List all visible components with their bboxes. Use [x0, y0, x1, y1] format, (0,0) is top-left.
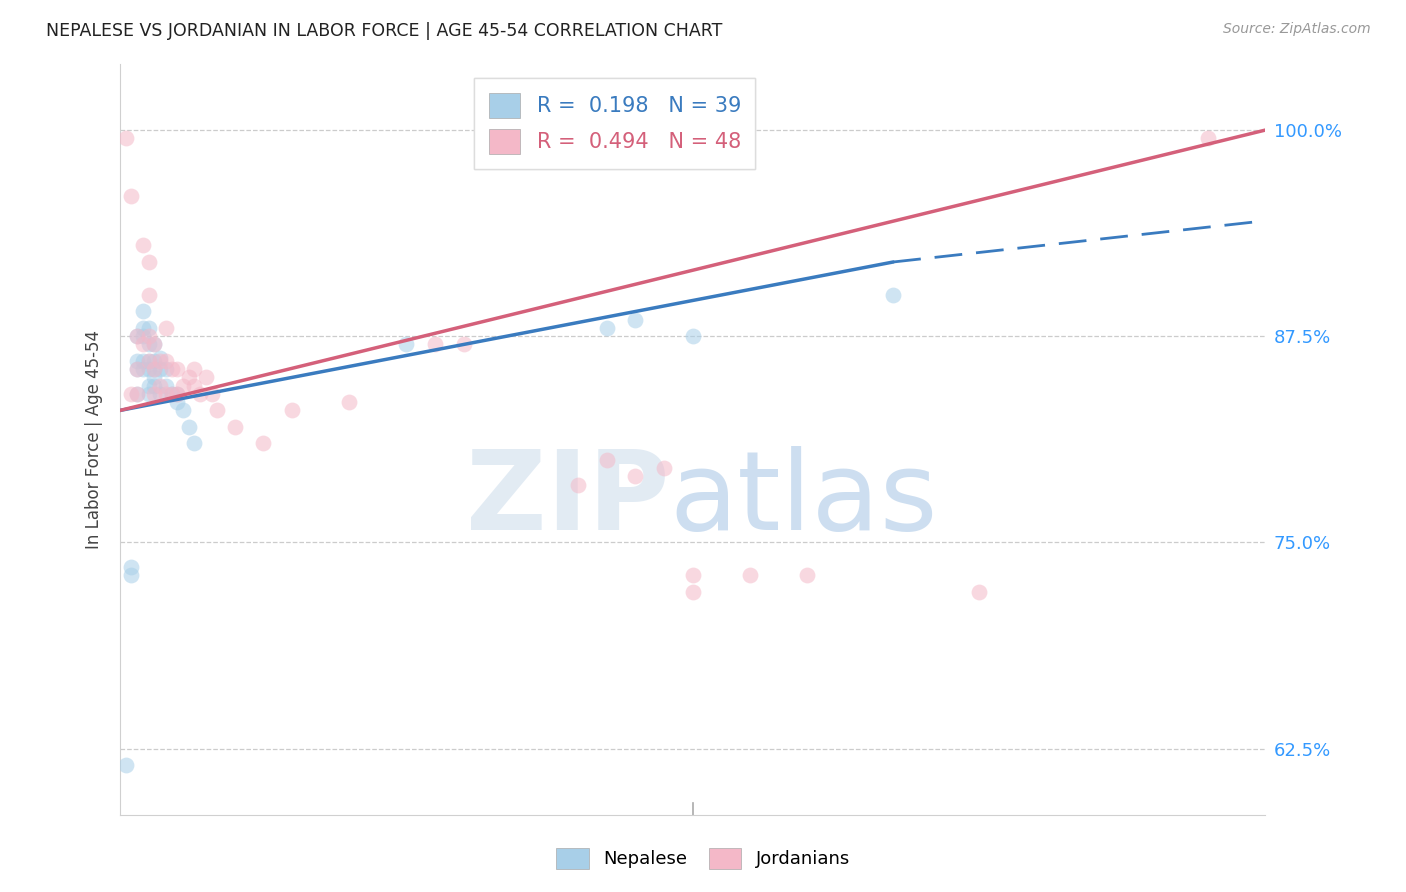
Point — [738, 568, 761, 582]
Y-axis label: In Labor Force | Age 45-54: In Labor Force | Age 45-54 — [86, 330, 103, 549]
Point — [138, 337, 160, 351]
Point — [149, 354, 172, 368]
Point — [138, 288, 160, 302]
Point — [143, 378, 166, 392]
Point — [127, 329, 149, 343]
Point — [281, 403, 304, 417]
Point — [149, 351, 172, 365]
Point — [149, 362, 172, 376]
Point — [624, 312, 647, 326]
Point — [138, 362, 160, 376]
Point — [138, 321, 160, 335]
Point — [132, 354, 155, 368]
Point — [177, 370, 200, 384]
Point — [138, 354, 160, 368]
Point — [337, 395, 360, 409]
Text: Source: ZipAtlas.com: Source: ZipAtlas.com — [1223, 22, 1371, 37]
Point — [138, 255, 160, 269]
Point — [155, 378, 177, 392]
Point — [132, 337, 155, 351]
Point — [132, 321, 155, 335]
Point — [127, 387, 149, 401]
Point — [624, 469, 647, 483]
Point — [453, 337, 475, 351]
Point — [188, 387, 211, 401]
Point — [132, 238, 155, 252]
Point — [160, 362, 183, 376]
Point — [166, 387, 188, 401]
Point — [166, 387, 188, 401]
Point — [207, 403, 229, 417]
Point — [120, 560, 142, 574]
Point — [127, 387, 149, 401]
Point — [127, 354, 149, 368]
Point — [682, 568, 704, 582]
Point — [796, 568, 818, 582]
Point — [155, 354, 177, 368]
Point — [194, 370, 217, 384]
Point — [160, 387, 183, 401]
Point — [149, 387, 172, 401]
Point — [224, 420, 246, 434]
Point — [149, 378, 172, 392]
Point — [138, 378, 160, 392]
Point — [596, 321, 619, 335]
Point — [652, 461, 675, 475]
Legend: R =  0.198   N = 39, R =  0.494   N = 48: R = 0.198 N = 39, R = 0.494 N = 48 — [474, 78, 755, 169]
Point — [143, 387, 166, 401]
Point — [882, 288, 904, 302]
Point — [155, 387, 177, 401]
Point — [201, 387, 224, 401]
Point — [423, 337, 446, 351]
Point — [160, 387, 183, 401]
Point — [252, 436, 274, 450]
Text: atlas: atlas — [669, 446, 938, 553]
Point — [143, 354, 166, 368]
Point — [132, 304, 155, 318]
Point — [395, 337, 418, 351]
Point — [166, 362, 188, 376]
Point — [120, 387, 142, 401]
Point — [114, 131, 136, 145]
Point — [172, 378, 194, 392]
Point — [138, 329, 160, 343]
Point — [127, 362, 149, 376]
Point — [183, 436, 205, 450]
Point — [682, 585, 704, 599]
Point — [143, 362, 166, 376]
Point — [127, 362, 149, 376]
Point — [166, 395, 188, 409]
Point — [114, 758, 136, 772]
Point — [183, 362, 205, 376]
Point — [177, 420, 200, 434]
Legend: Nepalese, Jordanians: Nepalese, Jordanians — [548, 840, 858, 876]
Point — [183, 378, 205, 392]
Text: ZIP: ZIP — [467, 446, 669, 553]
Point — [567, 477, 589, 491]
Point — [143, 337, 166, 351]
Point — [172, 403, 194, 417]
Point — [143, 337, 166, 351]
Point — [155, 362, 177, 376]
Point — [967, 585, 990, 599]
Text: NEPALESE VS JORDANIAN IN LABOR FORCE | AGE 45-54 CORRELATION CHART: NEPALESE VS JORDANIAN IN LABOR FORCE | A… — [46, 22, 723, 40]
Point — [138, 354, 160, 368]
Point — [155, 321, 177, 335]
Point — [132, 362, 155, 376]
Point — [682, 329, 704, 343]
Point — [132, 329, 155, 343]
Point — [127, 329, 149, 343]
Point — [120, 189, 142, 203]
Point — [1197, 131, 1219, 145]
Point — [143, 362, 166, 376]
Point — [138, 387, 160, 401]
Point — [143, 370, 166, 384]
Point — [120, 568, 142, 582]
Point — [596, 453, 619, 467]
